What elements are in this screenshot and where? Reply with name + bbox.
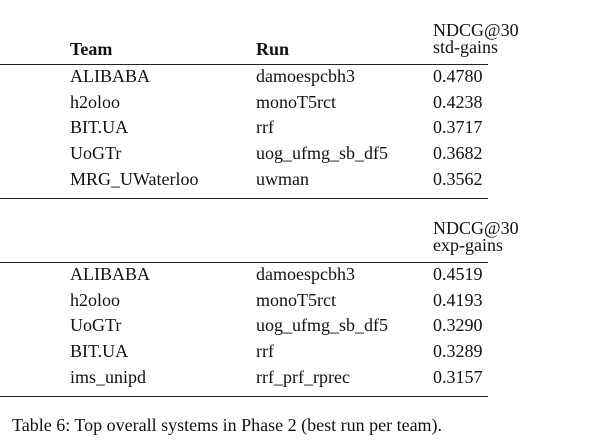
team-cell: BIT.UA [70,117,129,138]
rule [0,262,488,263]
rule [0,197,488,199]
score-cell: 0.4238 [433,91,483,112]
team-cell: MRG_UWaterloo [70,168,199,189]
score-cell: 0.3289 [433,341,483,362]
score-cell: 0.3157 [433,366,483,387]
run-cell: damoespcbh3 [256,66,355,86]
rule [0,395,488,397]
run-cell: rrf [256,341,274,362]
caption: Table 6: Top overall systems in Phase 2 … [12,415,443,435]
rule [0,64,488,65]
header-metric: NDCG@30 [433,20,519,40]
score-cell: 0.4193 [433,289,483,310]
header-team: Team [70,39,113,59]
score-cell: 0.3562 [433,168,483,189]
team-cell: ims_unipd [70,366,147,387]
run-cell: uog_ufmg_sb_df5 [256,143,388,164]
team-cell: ALIBABA [70,66,150,86]
run-cell: rrf_prf_rprec [256,366,350,387]
score-cell: 0.3717 [433,117,483,138]
team-cell: BIT.UA [70,341,129,362]
run-cell: monoT5rct [256,289,336,310]
header-metric: exp-gains [433,235,503,255]
score-cell: 0.4780 [433,66,483,86]
header-run: Run [256,39,290,59]
header-metric: NDCG@30 [433,218,519,238]
score-cell: 0.3682 [433,143,483,164]
header-metric: std-gains [433,37,498,57]
team-cell: h2oloo [70,91,121,112]
run-cell: damoespcbh3 [256,264,355,284]
run-cell: rrf [256,117,274,138]
run-cell: uog_ufmg_sb_df5 [256,315,388,336]
run-cell: monoT5rct [256,91,336,112]
team-cell: UoGTr [70,143,122,164]
run-cell: uwman [256,168,309,189]
score-cell: 0.4519 [433,264,483,284]
team-cell: UoGTr [70,315,122,336]
score-cell: 0.3290 [433,315,483,336]
team-cell: h2oloo [70,289,121,310]
team-cell: ALIBABA [70,264,150,284]
